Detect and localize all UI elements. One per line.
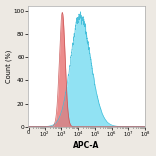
X-axis label: APC-A: APC-A: [73, 141, 100, 150]
Y-axis label: Count (%): Count (%): [6, 49, 12, 83]
